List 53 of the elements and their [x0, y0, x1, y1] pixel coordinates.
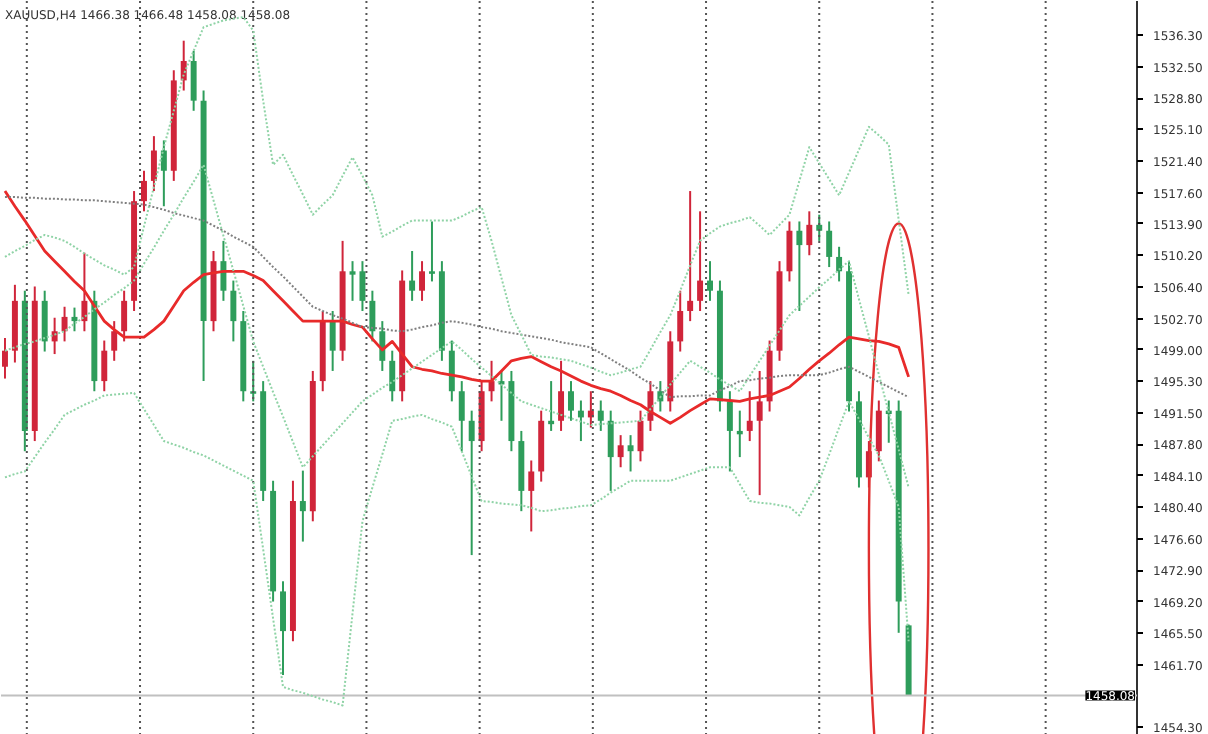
candlestick: [707, 260, 713, 302]
candlestick: [369, 289, 376, 343]
candlestick: [577, 399, 584, 443]
candlestick: [836, 245, 843, 283]
candlestick: [81, 251, 88, 333]
candlestick: [409, 250, 416, 302]
candlestick: [190, 49, 197, 112]
candlestick: [220, 239, 227, 302]
candlestick: [607, 409, 614, 492]
candlestick: [816, 213, 823, 242]
candlestick: [230, 279, 237, 343]
candlestick: [150, 135, 157, 193]
candlestick: [736, 409, 743, 459]
candlestick: [488, 359, 495, 403]
candlestick: [786, 220, 793, 283]
candlestick: [280, 580, 286, 677]
candlestick: [448, 339, 455, 403]
candlestick: [160, 139, 167, 208]
candlestick: [61, 305, 68, 343]
candlestick: [419, 260, 426, 302]
line-series: [3, 391, 910, 707]
candlestick: [697, 210, 704, 312]
candlestick: [875, 399, 882, 463]
candlestick: [101, 339, 108, 393]
candlestick: [329, 309, 336, 372]
candlestick: [597, 399, 604, 432]
candlestick: [746, 390, 753, 443]
candlestick: [558, 359, 565, 432]
candlestick: [756, 369, 763, 497]
candlestick: [548, 380, 555, 432]
candlestick: [568, 380, 574, 422]
candlestick: [726, 390, 733, 473]
candlestick: [250, 359, 257, 403]
candlestick: [806, 210, 813, 257]
candlestick: [299, 469, 306, 543]
candlestick: [687, 190, 694, 323]
candlestick: [1, 337, 8, 380]
line-series: [3, 163, 910, 489]
candlestick: [617, 434, 624, 469]
candlestick: [796, 220, 803, 312]
candlestick: [141, 169, 147, 213]
candlestick: [51, 316, 58, 356]
candlestick: [627, 434, 634, 473]
candlestick: [826, 220, 833, 269]
candlestick: [111, 320, 118, 362]
candlestick: [121, 289, 128, 343]
candlestick: [428, 220, 435, 283]
candlestick: [389, 349, 396, 403]
candlestick: [41, 289, 48, 353]
candlestick: [528, 459, 535, 533]
candlestick: [468, 409, 475, 557]
candlestick: [677, 289, 684, 353]
candlestick: [458, 380, 465, 453]
